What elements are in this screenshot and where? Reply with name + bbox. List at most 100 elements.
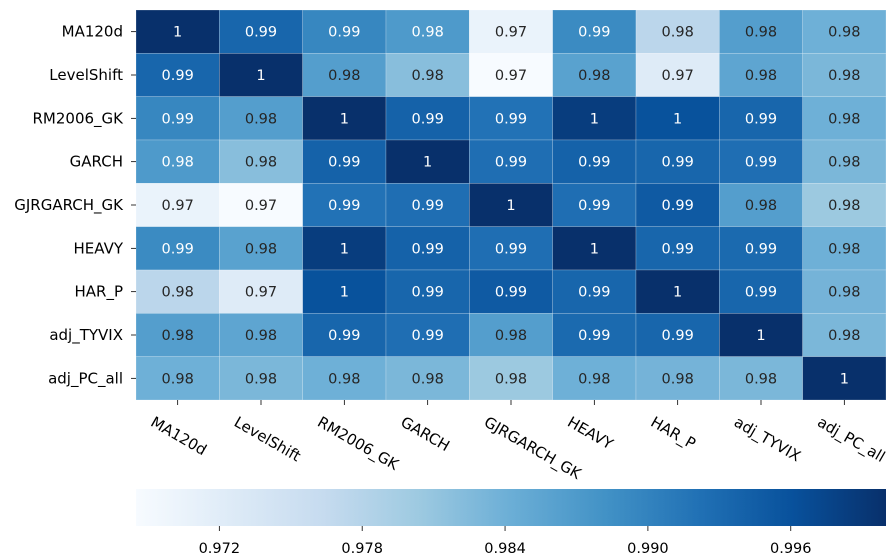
cell-value-label: 0.98 (578, 68, 610, 84)
heatmap-cell (385, 356, 470, 401)
cell-value-label: 0.98 (828, 111, 860, 127)
heatmap-cell (802, 139, 886, 184)
column-label: HAR_P (647, 413, 699, 454)
column-label: LevelShift (231, 413, 304, 465)
cell-value-label: 0.99 (162, 68, 194, 84)
heatmap-cell (635, 269, 720, 314)
cell-value-label: 0.98 (412, 371, 444, 387)
heatmap-cell (469, 9, 553, 54)
cell-value-label: 0.98 (828, 198, 860, 214)
cell-value-label: 0.99 (495, 155, 527, 171)
cell-value-label: 0.99 (328, 155, 360, 171)
heatmap-cell (719, 226, 803, 271)
cell-value-label: 1 (423, 155, 432, 171)
heatmap-cell (719, 139, 803, 184)
colorbar-gradient (136, 489, 886, 526)
cell-value-label: 0.99 (745, 155, 777, 171)
cell-value-label: 0.99 (578, 25, 610, 41)
cell-value-label: 0.99 (578, 328, 610, 344)
heatmap-cell (302, 96, 387, 141)
column-label: MA120d (148, 413, 210, 459)
column-label: adj_PC_all (814, 413, 886, 467)
heatmap-cell (719, 53, 803, 97)
heatmap-cell (802, 183, 886, 227)
heatmap-cell (385, 183, 470, 227)
cell-value-label: 0.98 (745, 371, 777, 387)
cell-value-label: 0.99 (412, 285, 444, 301)
cell-value-label: 0.99 (328, 198, 360, 214)
cell-value-label: 0.98 (828, 68, 860, 84)
heatmap-cell (719, 96, 803, 141)
cell-value-label: 0.99 (578, 155, 610, 171)
heatmap-cell (635, 183, 720, 227)
heatmap-cell (219, 269, 303, 314)
cell-value-label: 0.98 (745, 25, 777, 41)
cell-value-label: 0.99 (578, 285, 610, 301)
cell-value-label: 0.98 (162, 155, 194, 171)
cell-value-label: 1 (256, 68, 265, 84)
cell-value-label: 0.99 (412, 111, 444, 127)
cell-value-label: 1 (173, 25, 182, 41)
cell-value-label: 0.98 (828, 25, 860, 41)
heatmap-cell (385, 96, 470, 141)
heatmap-cell (635, 226, 720, 271)
row-label: HAR_P (74, 283, 123, 302)
cell-value-label: 0.98 (245, 155, 277, 171)
heatmap-cell (385, 313, 470, 357)
cell-value-label: 0.98 (245, 111, 277, 127)
cell-value-label: 0.99 (245, 25, 277, 41)
cell-value-label: 0.99 (328, 328, 360, 344)
heatmap-cell (302, 269, 387, 314)
cell-value-label: 0.98 (578, 371, 610, 387)
heatmap-cell (469, 139, 553, 184)
cell-value-label: 0.99 (162, 241, 194, 257)
colorbar: 0.972 0.978 0.984 0.990 0.996 (136, 489, 886, 554)
cell-value-label: 1 (340, 111, 349, 127)
cell-value-label: 0.99 (745, 111, 777, 127)
cell-value-label: 0.99 (412, 198, 444, 214)
heatmap-cell (135, 9, 220, 54)
cell-value-label: 0.98 (412, 68, 444, 84)
cell-value-label: 0.99 (662, 198, 694, 214)
cell-value-label: 0.98 (328, 371, 360, 387)
heatmap-cell (219, 313, 303, 357)
heatmap-cell (135, 53, 220, 97)
cell-value-label: 1 (673, 285, 682, 301)
colorbar-tick-label: 0.990 (627, 541, 669, 554)
heatmap-cell (719, 313, 803, 357)
cell-value-label: 0.98 (662, 371, 694, 387)
heatmap-cell (219, 183, 303, 227)
cell-value-label: 1 (590, 111, 599, 127)
column-label: HEAVY (564, 413, 617, 454)
heatmap-cell (802, 313, 886, 357)
heatmap-cell (302, 9, 387, 54)
row-label: RM2006_GK (33, 109, 125, 128)
heatmap-cell (719, 269, 803, 314)
heatmap-cell (385, 269, 470, 314)
row-label: adj_TYVIX (49, 326, 123, 345)
cell-value-label: 0.98 (828, 241, 860, 257)
cell-value-label: 0.98 (245, 241, 277, 257)
heatmap-cell (219, 96, 303, 141)
heatmap-cell (635, 96, 720, 141)
cell-value-label: 0.99 (662, 155, 694, 171)
heatmap-cell (552, 226, 637, 271)
heatmap-cell (552, 313, 637, 357)
heatmap-cell (135, 356, 220, 401)
row-label: LevelShift (49, 66, 123, 84)
cell-value-label: 0.97 (245, 198, 277, 214)
column-label: RM2006_GK (314, 413, 403, 475)
heatmap-cell (219, 356, 303, 401)
cell-value-label: 0.99 (412, 241, 444, 257)
row-label: adj_PC_all (48, 369, 123, 388)
heatmap-cell (552, 9, 637, 54)
cell-value-label: 0.99 (162, 111, 194, 127)
row-label: GARCH (70, 153, 123, 171)
heatmap-cell (802, 226, 886, 271)
heatmap-cell (802, 9, 886, 54)
heatmap-cell (552, 183, 637, 227)
colorbar-tick-label: 0.996 (770, 541, 812, 554)
cell-value-label: 0.97 (662, 68, 694, 84)
